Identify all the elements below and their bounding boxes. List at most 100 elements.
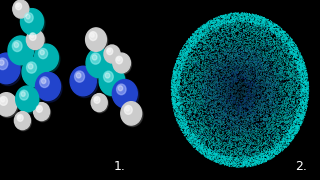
- Point: [210, 42, 215, 45]
- Point: [286, 134, 292, 137]
- Point: [264, 117, 269, 120]
- Point: [180, 64, 185, 67]
- Point: [281, 104, 286, 107]
- Point: [268, 89, 273, 91]
- Point: [269, 90, 274, 93]
- Point: [187, 120, 192, 123]
- Point: [184, 46, 189, 49]
- Point: [172, 65, 178, 68]
- Point: [196, 126, 202, 129]
- Point: [218, 85, 223, 88]
- Point: [288, 44, 293, 46]
- Point: [282, 31, 287, 33]
- Point: [258, 110, 263, 113]
- Point: [235, 39, 240, 42]
- Point: [303, 91, 308, 94]
- Point: [197, 43, 202, 46]
- Point: [202, 138, 207, 140]
- Point: [252, 15, 257, 18]
- Point: [200, 141, 205, 144]
- Point: [215, 106, 220, 109]
- Point: [288, 136, 293, 138]
- Point: [200, 99, 205, 102]
- Point: [306, 86, 311, 89]
- Point: [262, 80, 267, 83]
- Point: [285, 60, 290, 63]
- Point: [291, 60, 296, 63]
- Point: [226, 20, 231, 22]
- Point: [246, 45, 251, 48]
- Point: [219, 156, 224, 159]
- Point: [258, 84, 263, 87]
- Point: [212, 126, 218, 129]
- Point: [248, 82, 253, 85]
- Point: [196, 43, 202, 46]
- Point: [263, 53, 268, 56]
- Point: [198, 51, 204, 54]
- Point: [299, 92, 304, 95]
- Point: [247, 15, 252, 18]
- Point: [181, 97, 187, 100]
- Point: [287, 115, 292, 118]
- Point: [199, 143, 204, 145]
- Point: [175, 87, 180, 90]
- Point: [256, 149, 261, 152]
- Point: [241, 28, 246, 31]
- Point: [264, 39, 269, 42]
- Point: [272, 142, 277, 145]
- Point: [218, 20, 223, 23]
- Point: [221, 95, 226, 98]
- Point: [295, 117, 300, 120]
- Point: [229, 23, 234, 26]
- Point: [197, 146, 203, 149]
- Point: [255, 18, 260, 21]
- Point: [276, 62, 282, 65]
- Point: [263, 72, 268, 75]
- Point: [275, 91, 280, 94]
- Point: [205, 156, 210, 158]
- Point: [174, 117, 179, 120]
- Point: [267, 144, 272, 147]
- Point: [268, 102, 274, 105]
- Point: [207, 47, 212, 50]
- Point: [295, 105, 300, 108]
- Point: [242, 132, 247, 135]
- Point: [264, 69, 269, 72]
- Point: [280, 90, 285, 93]
- Point: [293, 43, 298, 46]
- Point: [248, 18, 253, 21]
- Point: [188, 95, 194, 98]
- Point: [255, 140, 260, 143]
- Point: [213, 90, 219, 93]
- Point: [259, 106, 264, 109]
- Point: [272, 23, 277, 26]
- Point: [192, 58, 197, 60]
- Point: [203, 61, 208, 64]
- Point: [199, 85, 204, 88]
- Point: [236, 18, 241, 21]
- Point: [273, 104, 278, 107]
- Point: [274, 106, 279, 109]
- Point: [297, 60, 302, 63]
- Point: [265, 46, 270, 49]
- Point: [235, 51, 240, 54]
- Point: [244, 69, 249, 72]
- Point: [210, 101, 215, 104]
- Point: [285, 100, 290, 102]
- Point: [197, 134, 202, 137]
- Point: [200, 32, 205, 35]
- Point: [218, 136, 223, 138]
- Point: [245, 37, 250, 40]
- Circle shape: [36, 105, 42, 112]
- Point: [225, 160, 230, 163]
- Point: [247, 14, 252, 17]
- Point: [203, 46, 208, 49]
- Point: [179, 118, 184, 121]
- Point: [226, 106, 231, 109]
- Point: [192, 34, 197, 37]
- Point: [274, 24, 279, 27]
- Point: [228, 116, 233, 119]
- Point: [265, 51, 270, 54]
- Point: [265, 48, 270, 51]
- Point: [215, 107, 220, 110]
